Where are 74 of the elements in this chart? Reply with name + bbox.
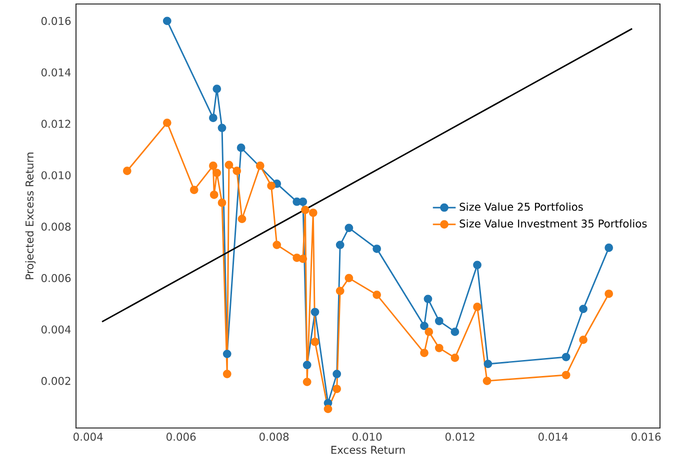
y-tick-label: 0.014	[41, 68, 71, 76]
point	[324, 404, 332, 414]
point	[162, 118, 172, 127]
point	[310, 338, 320, 346]
point	[298, 254, 308, 263]
x-tick-label: 0.004	[74, 432, 103, 441]
y-tick-label: 0.004	[41, 325, 71, 334]
point	[308, 208, 318, 217]
point	[272, 240, 282, 250]
point	[420, 322, 428, 330]
x-tick-label: 0.008	[260, 432, 289, 441]
point	[344, 224, 354, 232]
point	[344, 274, 354, 282]
point	[420, 348, 428, 358]
point	[332, 370, 342, 378]
point	[222, 350, 232, 358]
point	[473, 302, 482, 312]
legend-label: Size Value Investment 35 Portfolios	[460, 219, 647, 228]
point	[302, 360, 312, 370]
point	[218, 124, 226, 132]
point	[256, 162, 264, 170]
point	[238, 214, 246, 224]
point	[232, 166, 242, 176]
point	[424, 328, 434, 336]
point	[604, 290, 614, 298]
point	[224, 160, 234, 170]
point	[212, 84, 222, 94]
point	[482, 376, 492, 386]
point	[434, 344, 444, 352]
x-tick-label: 0.010	[352, 432, 382, 441]
point	[562, 352, 570, 362]
point	[310, 308, 320, 316]
y-tick-label: 0.012	[41, 120, 70, 128]
point	[212, 168, 222, 178]
x-tick-label: 0.014	[538, 432, 568, 441]
point	[236, 144, 246, 152]
point	[450, 354, 460, 362]
point	[579, 336, 588, 344]
point	[190, 186, 198, 194]
point	[122, 166, 132, 176]
point	[473, 260, 482, 270]
point	[484, 360, 492, 368]
point	[301, 206, 310, 214]
x-tick-label: 0.016	[631, 432, 661, 441]
x-tick-label: 0.006	[166, 432, 196, 441]
point	[604, 244, 614, 252]
point	[372, 290, 382, 299]
y-tick-label: 0.002	[41, 376, 70, 385]
point	[267, 182, 276, 190]
point	[332, 384, 342, 394]
point	[579, 304, 588, 314]
point	[208, 114, 218, 122]
x-axis-title: Excess Return	[331, 446, 405, 454]
point	[372, 244, 382, 253]
x-tick-label: 0.012	[446, 432, 474, 441]
y-tick-label: 0.008	[41, 222, 71, 231]
point	[208, 162, 218, 170]
point	[450, 328, 460, 336]
point	[162, 16, 172, 26]
y-tick-label: 0.010	[41, 171, 71, 180]
point	[424, 294, 432, 304]
point	[336, 240, 344, 250]
point	[434, 316, 444, 326]
point	[222, 370, 232, 378]
legend-label: Size Value 25 Portfolios	[460, 202, 583, 211]
point	[562, 370, 570, 380]
point	[298, 198, 308, 206]
point	[302, 378, 312, 386]
point	[210, 190, 218, 199]
y-tick-label: 0.016	[41, 16, 71, 25]
point	[218, 198, 226, 207]
point	[336, 286, 344, 296]
y-axis-title: Projected Excess Return	[25, 152, 36, 280]
y-tick-label: 0.006	[41, 274, 71, 282]
